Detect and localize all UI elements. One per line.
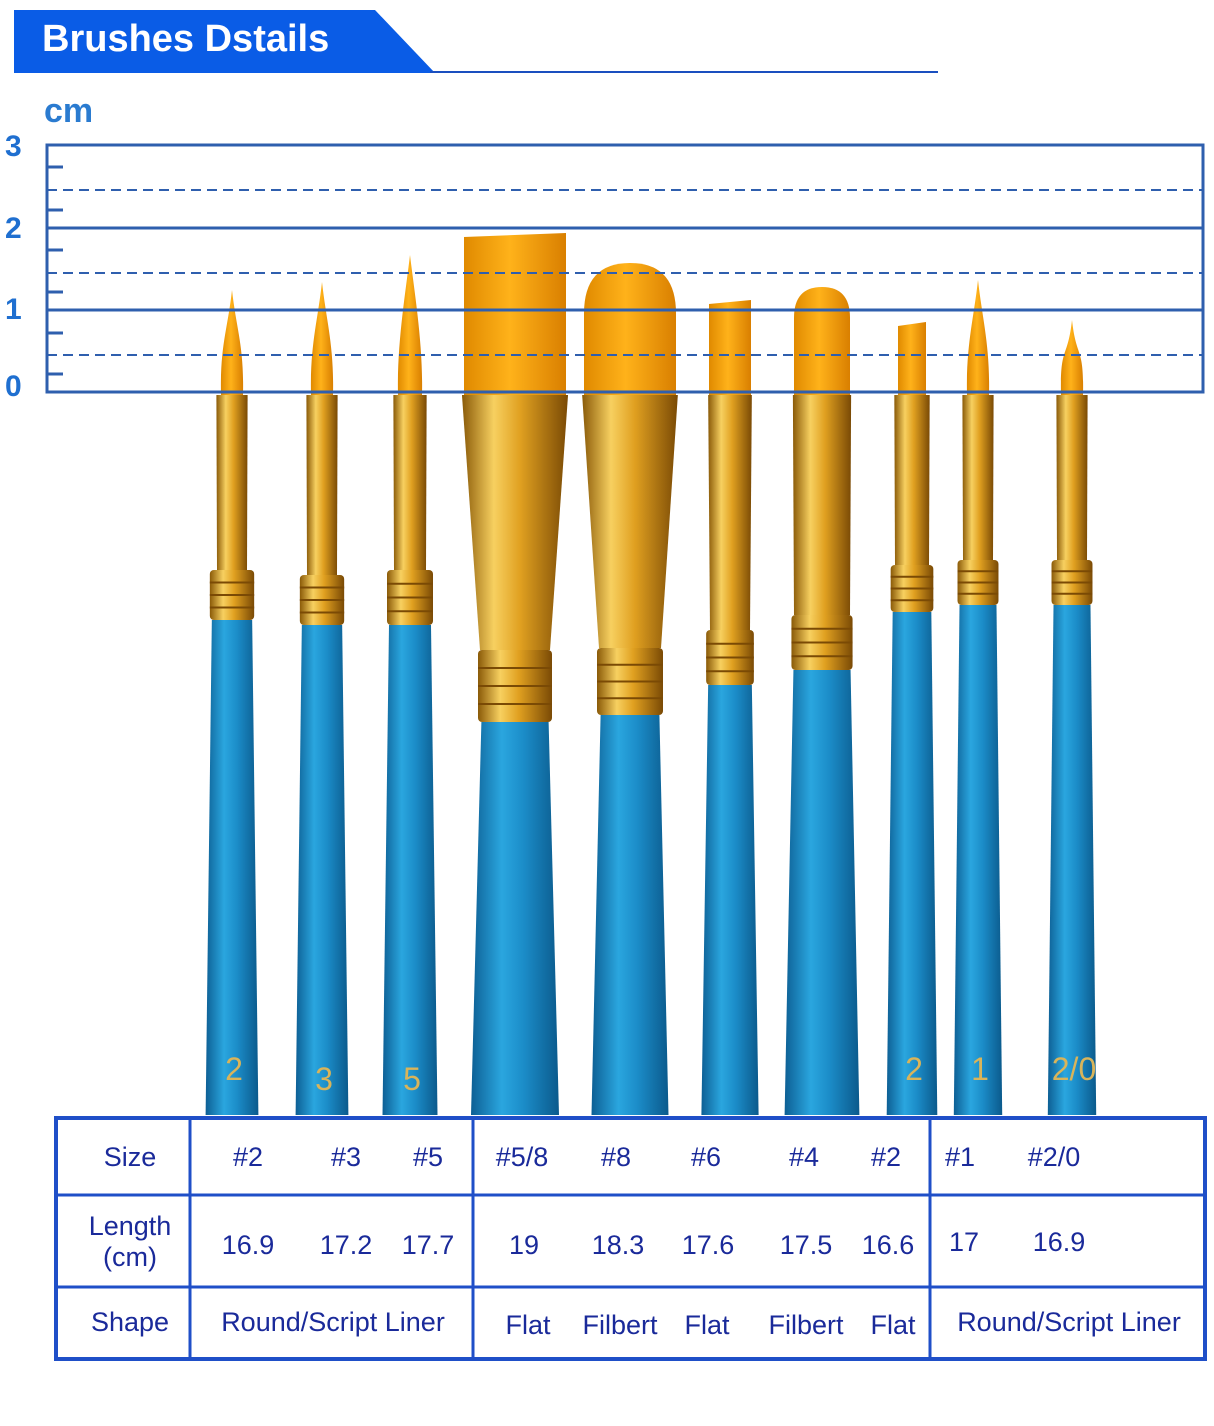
ruler-tick-2: 2 — [5, 212, 22, 245]
brush-bristles — [709, 300, 751, 395]
size-cell: #2 — [870, 1142, 902, 1172]
brush-spec-table: Size Length (cm) Shape #2 #3 #5 #5/8 #8 #6 #4 #2 #1… — [55, 1117, 1206, 1360]
brush-bristles — [1060, 320, 1084, 395]
shape-cell: Round/Script Liner — [221, 1307, 445, 1337]
brush-ferrule — [962, 395, 994, 560]
row-label-size: Size — [103, 1142, 157, 1172]
brush-ferrule — [1056, 395, 1088, 560]
length-cell: 17.5 — [779, 1230, 833, 1260]
brush-ferrule — [582, 395, 678, 648]
brush-10: 2/0 — [1047, 320, 1097, 1115]
shape-cell: Flat — [505, 1310, 551, 1340]
brush-bristles — [310, 282, 334, 395]
title-banner — [14, 10, 938, 73]
brush-ferrule — [894, 395, 930, 565]
size-cell: #1 — [944, 1142, 976, 1172]
brush-handle — [382, 625, 438, 1115]
brush-4 — [461, 233, 569, 1115]
brush-3: 5 — [382, 255, 438, 1115]
brush-1: 2 — [205, 290, 259, 1115]
brush-handle — [784, 670, 860, 1115]
size-cell: #5/8 — [495, 1142, 549, 1172]
handle-number: 2 — [905, 1051, 923, 1087]
brush-9: 1 — [953, 280, 1003, 1115]
length-cell: 16.9 — [221, 1230, 275, 1260]
brush-handle — [295, 625, 349, 1115]
length-cell: 19 — [508, 1230, 540, 1260]
table-frame — [54, 1116, 1207, 1361]
brush-5 — [582, 263, 678, 1115]
row-label-shape: Shape — [90, 1307, 170, 1337]
brush-bristles — [966, 280, 990, 395]
ruler-tick-3: 3 — [5, 130, 22, 163]
handle-number: 5 — [403, 1061, 421, 1097]
brush-ferrule — [393, 395, 427, 570]
brush-handle — [953, 605, 1003, 1115]
table-grid — [54, 1116, 1207, 1361]
size-cell: #3 — [330, 1142, 362, 1172]
title-banner-shape — [14, 10, 435, 73]
size-cell: #8 — [600, 1142, 632, 1172]
brush-7 — [784, 287, 860, 1115]
page-title: Brushes Dstails — [42, 18, 330, 60]
brush-8: 2 — [886, 322, 938, 1115]
brush-bristles — [220, 290, 244, 395]
ruler-tick-0: 0 — [5, 370, 22, 403]
length-cell: 18.3 — [591, 1230, 645, 1260]
ruler-tick-1: 1 — [5, 293, 22, 326]
shape-cell: Filbert — [768, 1310, 844, 1340]
brush-bristles — [584, 263, 676, 395]
length-cell: 17.2 — [319, 1230, 373, 1260]
size-cell: #5 — [412, 1142, 444, 1172]
brush-bristles — [464, 233, 566, 395]
brush-handle — [591, 715, 669, 1115]
brush-bristles — [794, 287, 850, 395]
length-cell: 17 — [948, 1227, 980, 1257]
brush-6 — [701, 300, 759, 1115]
length-cell: 16.6 — [861, 1230, 915, 1260]
row-label-length: Length (cm) — [88, 1211, 172, 1272]
handle-number: 2 — [225, 1051, 243, 1087]
length-cell: 17.7 — [401, 1230, 455, 1260]
brush-handle — [886, 612, 938, 1115]
brush-2: 3 — [295, 282, 349, 1115]
shape-cell: Flat — [870, 1310, 916, 1340]
handle-number: 1 — [971, 1051, 989, 1087]
size-cell: #2/0 — [1027, 1142, 1081, 1172]
ruler-unit-label: cm — [44, 92, 94, 130]
length-cell: 17.6 — [681, 1230, 735, 1260]
size-cell: #6 — [690, 1142, 722, 1172]
ruler-frame — [45, 143, 1205, 394]
brush-bristles — [898, 322, 926, 395]
brush-ferrule — [461, 395, 569, 650]
brush-handle — [471, 722, 559, 1115]
handle-number: 2/0 — [1052, 1051, 1096, 1087]
brush-ferrule — [216, 395, 248, 570]
brush-ferrule — [708, 395, 752, 630]
brush-ferrule — [306, 395, 338, 575]
size-cell: #2 — [232, 1142, 264, 1172]
handle-number: 3 — [315, 1061, 333, 1097]
ruler-grid — [45, 143, 1205, 394]
brush-ferrule — [792, 395, 852, 615]
size-cell: #4 — [788, 1142, 820, 1172]
length-cell: 16.9 — [1032, 1227, 1086, 1257]
brush-handle — [1047, 605, 1097, 1115]
brush-bristles — [397, 255, 423, 395]
brush-handle — [205, 620, 259, 1115]
shape-cell: Filbert — [582, 1310, 658, 1340]
brush-handle — [701, 685, 759, 1115]
shape-cell: Flat — [684, 1310, 730, 1340]
shape-cell: Round/Script Liner — [957, 1307, 1181, 1337]
